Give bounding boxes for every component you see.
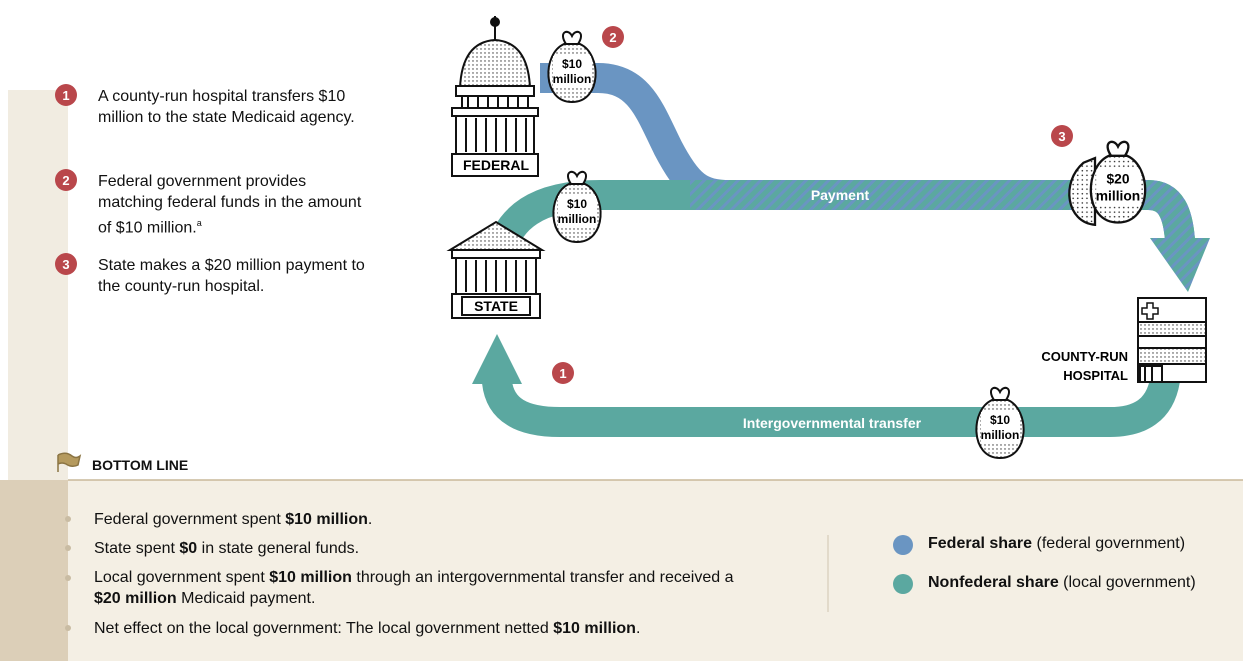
bag-label: $10 — [990, 413, 1010, 427]
item-text: . — [367, 511, 373, 528]
bag-label: million — [981, 428, 1020, 442]
payment-arrowhead — [1150, 238, 1210, 292]
emphasis: $20 million — [94, 590, 177, 607]
legend-name: Nonfederal share — [928, 574, 1059, 591]
flow-label: Intergovernmental transfer — [743, 415, 922, 431]
bag-knot — [990, 386, 1010, 401]
step-badge — [55, 169, 77, 191]
step-badge — [55, 253, 77, 275]
step-number: 3 — [1058, 129, 1065, 144]
flow-label: Payment — [811, 187, 870, 203]
transfer-flow — [482, 376, 1180, 437]
bag-label: $20 — [1107, 171, 1130, 186]
item-text: . — [635, 620, 641, 637]
item-text: through an intergovernmental transfer an… — [351, 569, 734, 586]
step-badge — [602, 26, 624, 48]
hospital-building — [1137, 297, 1207, 383]
side-strip — [8, 90, 68, 480]
legend-detail: (federal government) — [1036, 535, 1186, 552]
bag-label-bg — [558, 196, 596, 226]
legend-entry: Federal share (federal government) — [928, 535, 1185, 553]
emphasis: $10 million — [285, 511, 368, 528]
bottom-panel — [0, 480, 1243, 661]
bag-label: $10 — [562, 57, 582, 71]
emphasis: $0 — [179, 540, 198, 557]
node-label: STATE — [474, 298, 518, 314]
bag-label: $10 — [567, 197, 587, 211]
bottom-line-item: Federal government spent $10 million. — [94, 509, 734, 530]
legend-swatch — [893, 574, 913, 594]
money-bag: $20 million — [1068, 140, 1147, 227]
node-label: COUNTY-RUN — [1041, 349, 1128, 364]
emphasis: $10 million — [553, 620, 636, 637]
state-building — [446, 220, 546, 319]
step-number: 1 — [62, 88, 69, 103]
bag-shape — [1068, 156, 1097, 227]
node-label: HOSPITAL — [1063, 368, 1128, 383]
step-badge — [552, 362, 574, 384]
bag-label: million — [553, 72, 592, 86]
legend-entry: Nonfederal share (local government) — [928, 574, 1196, 592]
bag-knot — [567, 170, 587, 185]
node-label: FEDERAL — [463, 157, 530, 173]
step-text: State makes a $20 million payment to the… — [98, 255, 373, 297]
item-text: State spent — [94, 540, 180, 557]
item-text: Medicaid payment. — [176, 590, 316, 607]
step-number: 2 — [62, 173, 69, 188]
bag-label-bg — [981, 412, 1019, 442]
bottom-line-title: BOTTOM LINE — [92, 457, 189, 473]
legend-name: Federal share — [928, 535, 1033, 552]
flag-icon — [57, 452, 82, 472]
step-badge — [55, 84, 77, 106]
bag-label-bg — [1096, 169, 1140, 205]
step-badge — [1051, 125, 1073, 147]
legend-detail: (local government) — [1063, 574, 1196, 591]
transfer-arrowhead — [472, 334, 522, 384]
emphasis: $10 million — [269, 569, 352, 586]
legend-swatch — [893, 535, 913, 555]
bag-label: million — [558, 212, 597, 226]
bottom-strip — [0, 480, 68, 661]
step-text-body: A county-run hospital transfers $10 mill… — [98, 88, 355, 126]
footnote-mark: a — [196, 218, 202, 228]
item-text: Local government spent — [94, 569, 270, 586]
bottom-line-item: Local government spent $10 million throu… — [94, 567, 734, 609]
bottom-line-item: State spent $0 in state general funds. — [94, 538, 734, 559]
step-text-body: State makes a $20 million payment to the… — [98, 257, 365, 295]
step-number: 2 — [609, 30, 616, 45]
item-text: Federal government spent — [94, 511, 286, 528]
bag-label: million — [1096, 189, 1140, 204]
federal-share-hatch — [690, 180, 1195, 242]
federal-building — [451, 16, 539, 177]
step-text-body: Federal government provides matching fed… — [98, 173, 362, 237]
item-text: Net effect on the local government: The … — [94, 620, 554, 637]
bullets — [65, 516, 71, 631]
step-number: 1 — [559, 366, 566, 381]
bottom-line-item: Net effect on the local government: The … — [94, 618, 734, 639]
bag-label-bg — [553, 56, 591, 86]
step-number: 3 — [62, 257, 69, 272]
bag-knot — [562, 30, 582, 45]
bag-knot — [1106, 140, 1130, 157]
step-text: A county-run hospital transfers $10 mill… — [98, 86, 373, 128]
step-text: Federal government provides matching fed… — [98, 171, 373, 238]
item-text: in state general funds. — [197, 540, 360, 557]
